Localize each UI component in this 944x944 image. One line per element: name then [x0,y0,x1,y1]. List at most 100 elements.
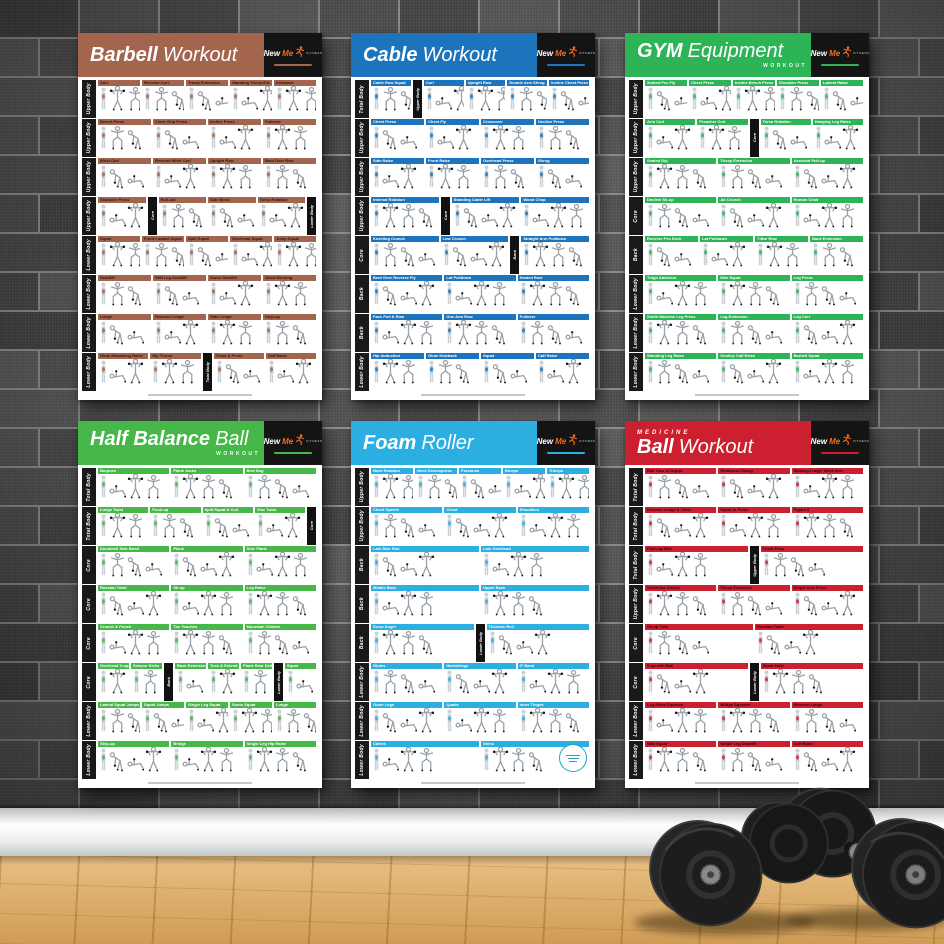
exercise-figure-icon [529,320,546,350]
exercise-figure-icon [418,203,435,233]
exercise-cell: Burpees [98,468,170,506]
row-section-label-text: Upper Body [633,122,639,154]
exercise-figure-icon [568,242,585,272]
muscle-silhouette-icon [246,631,255,660]
brand-name-accent: Me [282,48,294,58]
exercise-figures [230,86,272,118]
exercise-figure-icon [568,203,585,233]
exercise-cells: Chest Press Chest Fly Crossover Decline Pre… [371,119,591,157]
exercise-figure-icon [821,203,838,233]
exercise-figure-icon [481,203,498,233]
muscle-silhouette-icon [719,514,728,543]
poster-title: Barbell Workout [90,45,260,65]
exercise-figure-icon [218,630,235,660]
exercise-figure-icon [296,669,313,699]
exercise-figure-icon [455,669,472,699]
exercise-figure-icon [832,86,849,116]
exercise-cells: Overhead V-ups Scissor Kicks Back Back Exte… [98,663,318,701]
exercise-title-bar: Back Extension [175,663,206,669]
exercise-cells: Hip Abduction Glute Kickback Squat Calf Rai… [371,353,591,391]
exercise-figure-icon [400,203,417,233]
brand-sub-label: FITNESS [579,439,596,443]
exercise-figures [153,281,206,313]
exercise-cell: Forearms [459,468,501,506]
exercise-cell: Ball Toss w/ Squat [645,468,717,506]
poster-title-bold: Foam [363,432,417,454]
exercise-figure-icon [437,359,454,389]
exercise-cell: Russian Twist [98,585,170,623]
muscle-silhouette-icon [811,243,820,272]
row-section-label: Lower Body [82,275,96,313]
exercise-figures [792,747,863,779]
exercise-row: Core Crunch & Punch Toe Touches Mountain Cl… [82,624,318,663]
muscle-silhouette-icon [231,243,240,272]
exercise-figure-icon [492,125,509,155]
exercise-row: Lower Body Deadlift Stiff Leg Deadlift Sumo… [82,275,318,314]
exercise-figures [142,708,184,740]
exercise-row: Upper Body Neck Rotation Neck Decompress Fo… [355,468,591,507]
exercise-cells: Wrist Curl Reverse Wrist Curl Upright Row B… [98,158,318,196]
exercise-figure-icon [547,125,564,155]
exercise-figure-icon [400,164,417,194]
exercise-title-bar: Assisted Pull-up [791,158,863,164]
muscle-silhouette-icon [372,126,381,155]
exercise-cell: Calf Raise [536,353,589,391]
exercise-figure-icon [656,591,673,621]
exercise-cell: Quads [444,702,516,740]
exercise-figure-icon [821,281,838,311]
wall-tile [80,0,158,37]
exercise-title-bar: Walking Lunge Twist Over [791,468,863,474]
exercise-figure-icon [303,708,316,738]
row-section-label: Lower Body [82,741,96,779]
exercise-title-bar: Internal Rotation [371,197,439,203]
exercise-cell: Stiff Leg Deadlift [153,275,206,313]
row-section-label: Total Body [629,507,643,545]
row-section-label-text: Upper Body [86,200,92,232]
exercise-figure-icon [839,164,856,194]
muscle-silhouette-icon [275,243,284,272]
row-section-label: Total Body [629,546,643,584]
exercise-cells: Snow Angel Lower Body Thoracic Roll [371,624,591,662]
muscle-silhouette-icon [372,553,381,582]
wall-tile [840,585,918,622]
row-section-label: Upper Body [629,119,643,157]
exercise-row: Lower Body Thigh Abductor Mini Squat Leg Pr… [629,275,865,314]
muscle-silhouette-icon [425,87,434,116]
exercise-figure-icon [674,320,691,350]
exercise-figure-icon [656,86,673,116]
muscle-silhouette-icon [646,670,655,699]
exercise-figures [230,242,272,274]
exercise-figure-icon [473,708,490,738]
exercise-cell: Leg Curl [791,314,863,352]
muscle-silhouette-icon [793,204,802,233]
exercise-title-bar: Preacher Curl [697,119,748,125]
exercise-row: Core Kneeling Crunch Low Crunch Back Straigh… [355,236,591,275]
muscle-silhouette-icon [646,592,655,621]
exercise-figures [245,747,316,779]
exercise-cell: Reverse Wrist Curl [153,158,206,196]
exercise-cell: Shoulder Press [98,197,146,235]
exercise-cell: Side Lunge [208,314,261,352]
row-section-label: Upper Body [82,119,96,157]
exercise-title-bar: Sit-up Toss [645,624,753,630]
exercise-figure-icon [274,125,291,155]
exercise-figure-icon [219,203,236,233]
exercise-cell: Thigh Abductor [645,275,717,313]
exercise-row: Lower Body Smith Machine Leg Press Leg Ext… [629,314,865,353]
exercise-figure-icon [400,125,417,155]
exercise-figure-icon [463,203,480,233]
exercise-row: Lower Body Glutes Hamstrings IT Band [355,663,591,702]
muscle-silhouette-icon [522,204,531,233]
inline-section-tag-text: Core [751,133,757,143]
inline-section-tag: Upper Body [412,80,422,118]
poster-title-sub: WORKOUT [763,63,807,69]
exercise-title-bar: Double Arm Shrug [507,80,548,86]
muscle-silhouette-icon [264,282,273,311]
exercise-row: Lower Body Hip Abduction Glute Kickback Squ… [355,353,591,392]
wall-tile [0,468,78,505]
row-section-label-text: Lower Body [359,744,365,776]
exercise-figure-icon [382,242,399,272]
wall-tile [0,312,78,349]
muscle-silhouette-icon [793,592,802,621]
exercise-figures [777,86,819,118]
